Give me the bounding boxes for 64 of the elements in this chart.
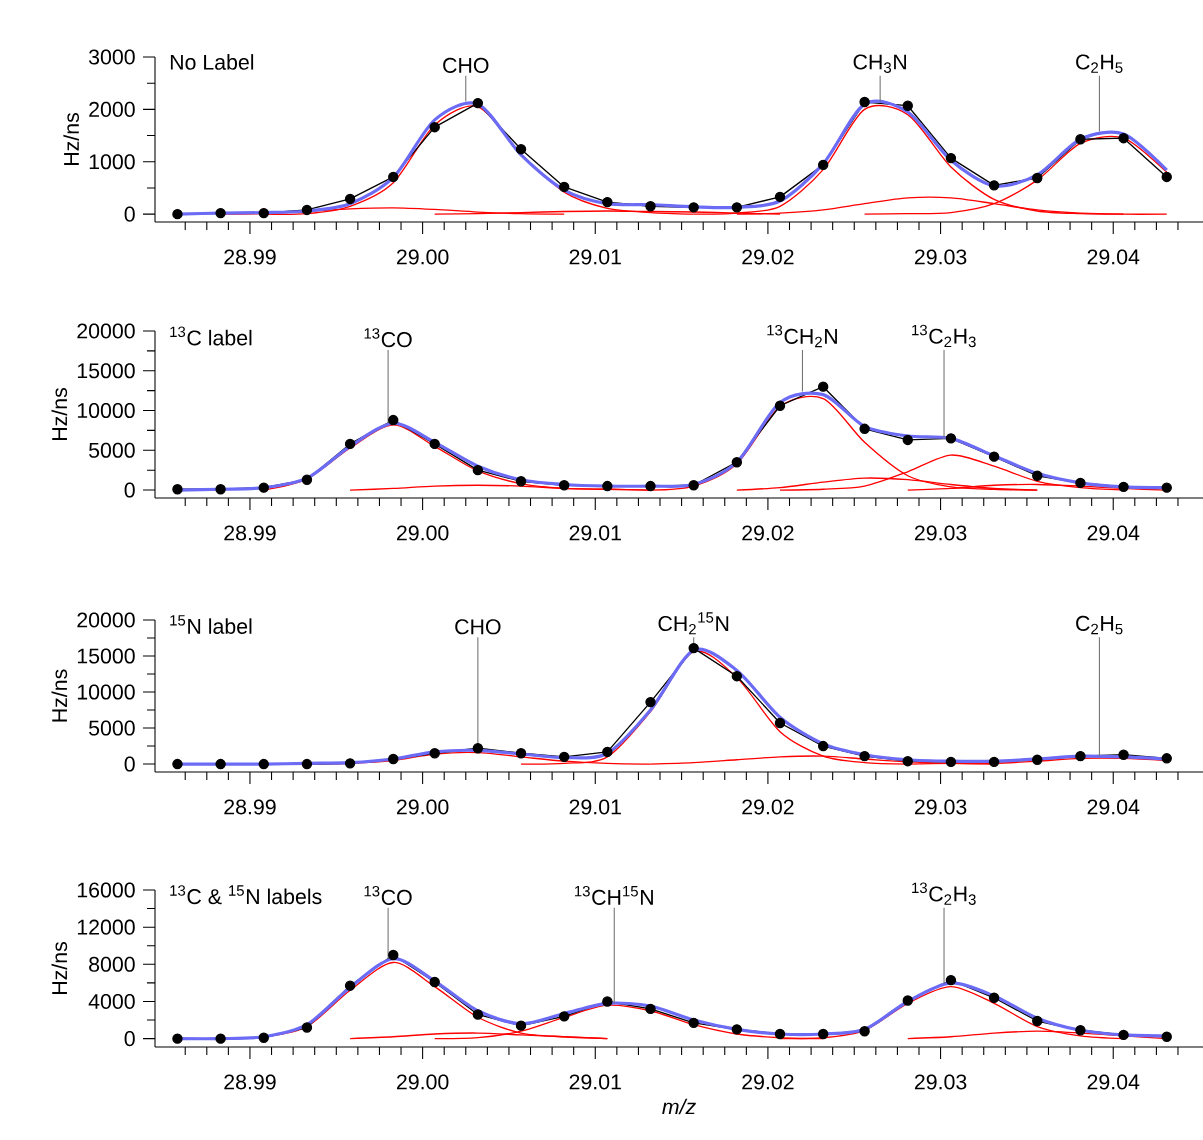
x-tick-label: 29.00 xyxy=(396,249,449,265)
x-tick-label: 29.04 xyxy=(1087,799,1140,815)
x-tick-label: 29.03 xyxy=(914,1074,967,1090)
x-tick-label: 28.99 xyxy=(224,799,276,815)
x-tick-label: 29.03 xyxy=(914,249,967,265)
y-tick-label: 15000 xyxy=(77,648,135,664)
annotation: $^{13}$CO xyxy=(364,328,412,348)
y-axis-title: Hz/ns xyxy=(51,942,68,995)
annotation: C$_{2}$H$_{5}$ xyxy=(1076,54,1123,73)
y-tick-label: 5000 xyxy=(89,720,135,736)
annotation: C$_{2}$H$_{5}$ xyxy=(1076,615,1123,635)
y-tick-label: 5000 xyxy=(89,442,135,458)
x-tick-label: 29.01 xyxy=(569,249,621,265)
y-tick-label: 3000 xyxy=(88,49,135,65)
x-tick-label: 29.03 xyxy=(914,525,967,541)
y-axis-title: Hz/ns xyxy=(51,388,68,440)
x-tick-label: 29.02 xyxy=(742,799,794,815)
y-tick-label: 0 xyxy=(124,482,135,498)
x-tick-label: 28.99 xyxy=(224,1074,276,1090)
annotation: $^{13}$C$_{2}$H$_{3}$ xyxy=(912,324,976,348)
y-tick-label: 16000 xyxy=(77,882,135,898)
y-tick-label: 10000 xyxy=(77,402,135,419)
x-tick-label: 29.02 xyxy=(742,1074,794,1090)
chart-title: No Label xyxy=(170,54,254,70)
annotation: $^{13}$CH$^{15}$N xyxy=(575,885,653,905)
y-tick-label: 20000 xyxy=(77,612,135,628)
x-tick-label: 29.02 xyxy=(742,525,794,541)
y-axis-title: Hz/ns xyxy=(51,669,68,722)
x-axis-title: m/z xyxy=(662,1098,696,1115)
x-tick-label: 29.01 xyxy=(569,1074,621,1090)
y-tick-label: 1000 xyxy=(89,154,135,170)
annotation: $^{13}$C$_{2}$H$_{3}$ xyxy=(912,882,976,905)
x-tick-label: 29.03 xyxy=(914,799,967,815)
chart-title: $^{15}$N label xyxy=(170,615,252,634)
y-tick-label: 20000 xyxy=(77,323,135,339)
x-tick-label: 29.00 xyxy=(396,799,449,815)
annotation: CHO xyxy=(455,619,501,635)
chart-title: $^{13}$C label xyxy=(170,326,252,346)
chart-title: $^{13}$C & $^{15}$N labels xyxy=(170,885,322,905)
x-tick-label: 28.99 xyxy=(224,525,276,541)
y-tick-label: 4000 xyxy=(88,993,135,1010)
x-tick-label: 29.00 xyxy=(396,1074,449,1090)
x-tick-label: 29.01 xyxy=(569,525,621,541)
y-tick-label: 8000 xyxy=(89,956,135,972)
x-tick-label: 29.04 xyxy=(1087,1074,1140,1090)
annotation: $^{13}$CH$_{2}$N xyxy=(767,324,837,348)
annotation: CHO xyxy=(443,57,489,73)
annotation: CH$_{3}$N xyxy=(853,54,906,73)
x-tick-label: 29.04 xyxy=(1087,525,1140,541)
y-tick-label: 12000 xyxy=(77,919,135,935)
y-tick-label: 0 xyxy=(124,756,135,772)
y-axis-title: Hz/ns xyxy=(63,113,80,165)
y-tick-label: 2000 xyxy=(89,101,135,117)
y-tick-label: 15000 xyxy=(77,363,135,379)
x-tick-label: 29.00 xyxy=(396,525,449,541)
annotation: $^{13}$CO xyxy=(364,885,412,905)
y-tick-label: 0 xyxy=(124,1031,135,1047)
x-tick-label: 29.04 xyxy=(1087,249,1140,265)
y-tick-label: 0 xyxy=(124,206,135,222)
x-tick-label: 28.99 xyxy=(224,249,276,265)
x-tick-label: 29.02 xyxy=(742,249,794,265)
annotation: CH$_{2}$$^{15}$N xyxy=(658,612,729,635)
x-tick-label: 29.01 xyxy=(569,799,621,815)
y-tick-label: 10000 xyxy=(77,684,135,700)
